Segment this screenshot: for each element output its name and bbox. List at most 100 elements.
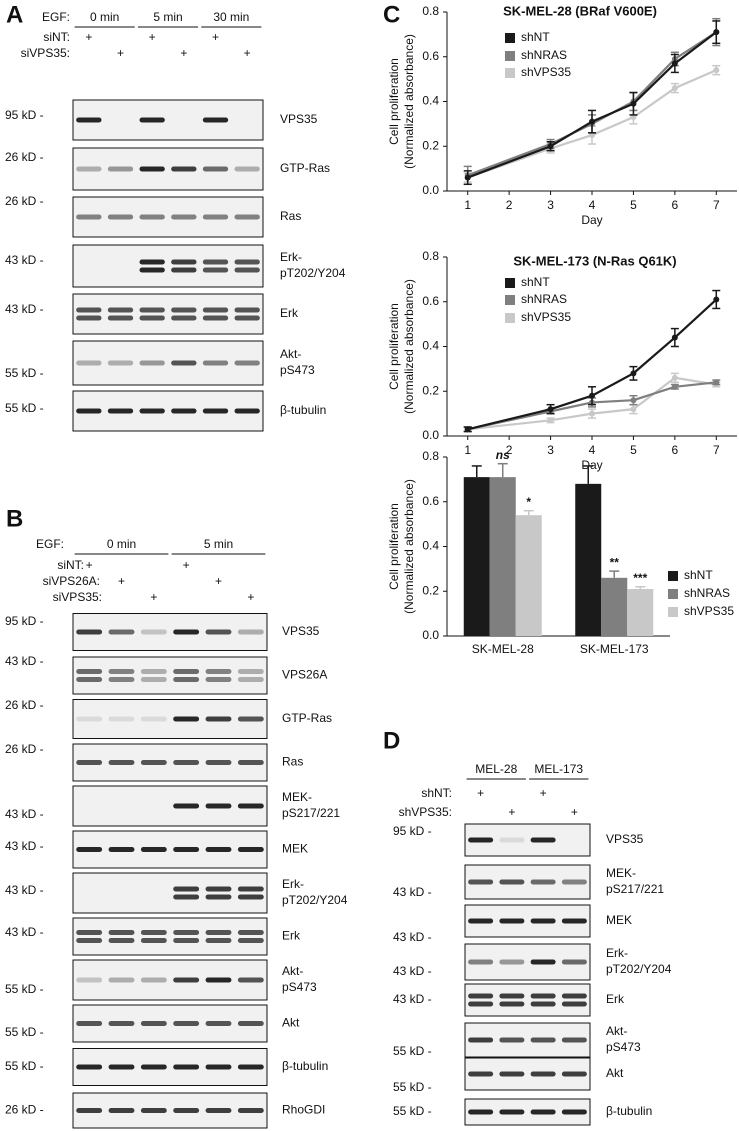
blot-band xyxy=(139,315,165,321)
x-tick-label: 5 xyxy=(630,198,637,212)
blot-band xyxy=(530,837,556,843)
blot-band xyxy=(468,993,494,999)
condition-mark: + xyxy=(180,46,187,60)
x-tick-label: SK-MEL-173 xyxy=(580,642,649,656)
blot-band xyxy=(234,214,260,220)
y-axis-label: Cell proliferation xyxy=(387,58,401,145)
blot-band xyxy=(561,1071,587,1077)
protein-label: MEK- xyxy=(606,866,636,880)
blot-band xyxy=(173,1064,200,1070)
blot-box xyxy=(464,983,591,1017)
blot-band xyxy=(173,847,200,852)
size-label: 43 kD - xyxy=(5,839,44,853)
size-label: 43 kD - xyxy=(393,885,432,899)
blot-box xyxy=(72,959,268,1001)
legend-label: shNT xyxy=(521,30,550,44)
blot-band xyxy=(202,408,229,414)
blot-band xyxy=(237,1108,264,1113)
series-line xyxy=(467,31,717,179)
y-tick-label: 0.8 xyxy=(422,449,439,463)
blot-band xyxy=(530,1001,556,1007)
significance-label: *** xyxy=(633,571,647,585)
blot-band xyxy=(234,360,260,366)
blot-band xyxy=(468,918,494,924)
condition-mark: + xyxy=(150,590,157,604)
series-line xyxy=(467,69,717,179)
blot-band xyxy=(205,847,232,852)
blot-band xyxy=(234,166,260,172)
blot-band xyxy=(76,938,103,943)
blot-band xyxy=(237,847,264,852)
blot-band xyxy=(237,894,264,900)
condition-mark: + xyxy=(571,805,578,819)
blot-band xyxy=(561,879,587,885)
blot-band xyxy=(173,938,200,943)
size-label: 43 kD - xyxy=(5,883,44,897)
blot-band xyxy=(202,214,229,220)
size-label: 43 kD - xyxy=(5,807,44,821)
x-tick-label: 6 xyxy=(672,443,679,457)
blot-box xyxy=(72,699,268,739)
condition-mark: + xyxy=(540,786,547,800)
blot-band xyxy=(171,166,197,172)
blot-band xyxy=(140,669,167,674)
protein-label: Akt- xyxy=(282,964,303,978)
blot-band xyxy=(468,1037,494,1043)
protein-label: β-tubulin xyxy=(282,1059,328,1073)
y-tick-label: 0.4 xyxy=(422,539,439,553)
blot-band xyxy=(561,1001,587,1007)
blot-band xyxy=(140,716,167,722)
x-tick-label: SK-MEL-28 xyxy=(472,642,534,656)
blot-band xyxy=(171,315,197,321)
series-line xyxy=(467,298,718,431)
condition-label: shNT: xyxy=(421,786,452,800)
legend-label: shNT xyxy=(684,568,713,582)
y-tick-label: 0.6 xyxy=(422,494,439,508)
bar xyxy=(601,577,628,636)
protein-label: β-tubulin xyxy=(606,1104,652,1118)
protein-label: Erk xyxy=(282,929,301,943)
blot-band xyxy=(140,760,167,765)
condition-mark: + xyxy=(149,30,156,44)
blot-box xyxy=(72,196,264,238)
protein-label: Erk- xyxy=(606,946,628,960)
protein-label: pT202/Y204 xyxy=(282,893,348,907)
point xyxy=(713,67,720,74)
blot-band xyxy=(234,259,260,265)
blot-band xyxy=(499,959,525,965)
size-label: 55 kD - xyxy=(5,982,44,996)
blot-band xyxy=(205,977,232,983)
blot-box xyxy=(72,1092,268,1129)
group-label: MEL-28 xyxy=(475,762,517,776)
blot-band xyxy=(171,214,197,220)
protein-label: MEK xyxy=(606,913,632,927)
header-label: EGF: xyxy=(36,537,64,551)
x-tick-label: 7 xyxy=(713,443,720,457)
y-tick-label: 0.2 xyxy=(422,383,439,397)
y-tick-label: 0.4 xyxy=(422,339,439,353)
blot-band xyxy=(107,214,134,220)
point xyxy=(630,397,637,404)
blot-band xyxy=(173,669,200,674)
blot-band xyxy=(530,959,556,965)
x-tick-label: 5 xyxy=(630,443,637,457)
blot-band xyxy=(139,360,165,366)
point xyxy=(630,370,637,377)
protein-label: VPS35 xyxy=(282,624,320,638)
blot-band xyxy=(173,760,200,765)
blot-band xyxy=(108,716,135,722)
blot-band xyxy=(139,408,165,414)
blot-band xyxy=(237,977,264,983)
blot-band xyxy=(205,886,232,892)
condition-mark: + xyxy=(247,590,254,604)
blot-band xyxy=(108,938,135,943)
blot-band xyxy=(202,267,229,273)
blot-band xyxy=(76,1064,103,1070)
blot-band xyxy=(108,669,135,674)
blot-box xyxy=(72,147,264,191)
blot-band xyxy=(76,214,102,220)
blot-band xyxy=(76,677,103,682)
x-axis-label: Day xyxy=(581,213,602,227)
blot-band xyxy=(205,760,232,765)
blot-band xyxy=(561,1037,587,1043)
